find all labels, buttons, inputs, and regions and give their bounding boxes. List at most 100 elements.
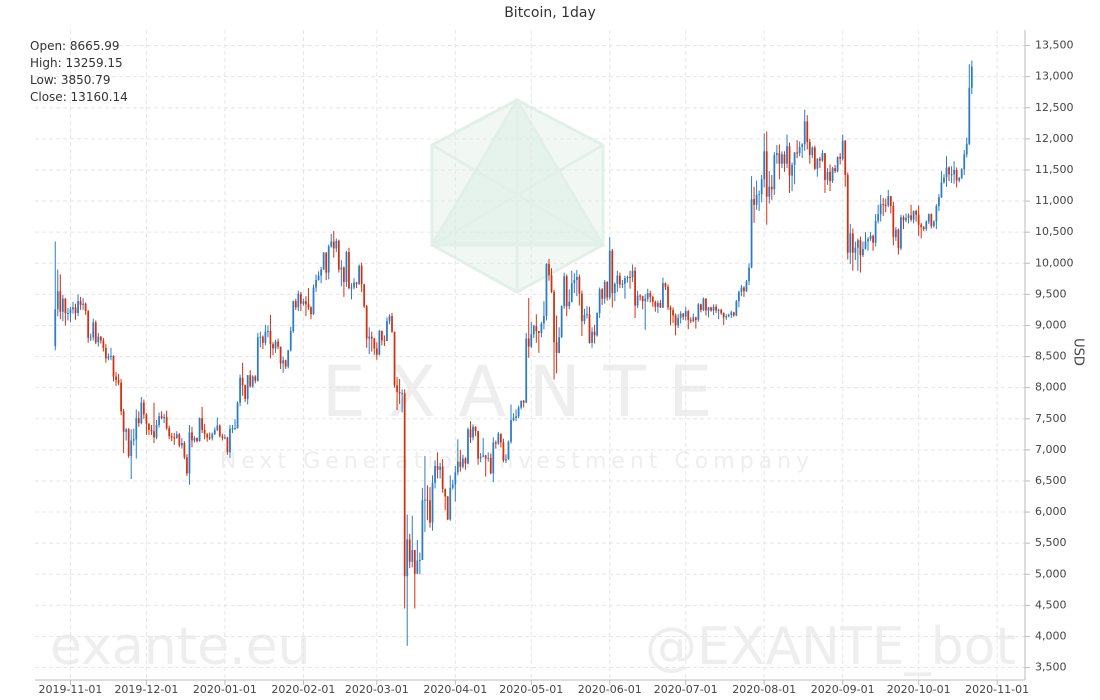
candle-body bbox=[279, 346, 282, 364]
candle-body bbox=[887, 196, 890, 206]
candle-body bbox=[831, 168, 834, 182]
candle-body bbox=[540, 323, 543, 333]
x-tick-label: 2020-04-01 bbox=[423, 683, 487, 696]
candle-body bbox=[606, 281, 609, 298]
candle-body bbox=[738, 291, 740, 302]
candle-body bbox=[416, 560, 419, 574]
candle-body bbox=[315, 280, 317, 288]
candle-body bbox=[87, 311, 90, 338]
candle-body bbox=[581, 293, 583, 322]
candle-body bbox=[862, 248, 864, 256]
candle-body bbox=[532, 326, 535, 335]
candle-body bbox=[907, 215, 910, 218]
candle-body bbox=[525, 338, 528, 403]
candle-body bbox=[175, 434, 178, 439]
candle-body bbox=[401, 393, 404, 395]
candle-body bbox=[677, 317, 680, 326]
candle-body bbox=[930, 214, 933, 226]
candle-body bbox=[196, 438, 198, 442]
candle-body bbox=[72, 307, 74, 310]
x-tick-label: 2020-10-01 bbox=[887, 683, 951, 696]
candle-body bbox=[451, 484, 454, 488]
candle-body bbox=[849, 233, 852, 253]
candle-body bbox=[198, 418, 201, 442]
candle-body bbox=[231, 428, 234, 430]
candle-body bbox=[163, 416, 166, 419]
candle-body bbox=[269, 331, 272, 345]
candle-body bbox=[781, 154, 783, 164]
candle-body bbox=[363, 284, 366, 307]
x-tick-label: 2020-03-01 bbox=[345, 683, 409, 696]
candle-body bbox=[813, 147, 816, 169]
summary-open: Open: 8665.99 bbox=[30, 39, 120, 53]
y-tick-label: 6,000 bbox=[1035, 505, 1067, 518]
x-tick-label: 2019-11-01 bbox=[38, 683, 102, 696]
candle-body bbox=[59, 291, 62, 312]
candle-body bbox=[398, 392, 401, 394]
candle-body bbox=[254, 376, 257, 381]
candle-body bbox=[801, 144, 804, 147]
candle-body bbox=[122, 411, 125, 432]
candle-body bbox=[234, 428, 236, 430]
candle-body bbox=[945, 167, 948, 178]
candle-body bbox=[641, 296, 644, 302]
candle-body bbox=[872, 235, 874, 243]
watermark-logo bbox=[429, 97, 606, 294]
candle-body bbox=[915, 211, 918, 215]
candle-body bbox=[662, 283, 664, 308]
candle-body bbox=[925, 221, 928, 230]
candle-body bbox=[160, 416, 163, 419]
candle-body bbox=[700, 304, 702, 310]
y-tick-label: 10,500 bbox=[1035, 225, 1074, 238]
candle-body bbox=[603, 281, 606, 299]
candle-body bbox=[669, 307, 672, 310]
candle-body bbox=[806, 121, 809, 142]
candle-body bbox=[284, 360, 287, 367]
candle-body bbox=[145, 414, 148, 424]
candle-body bbox=[697, 304, 700, 320]
watermark-site: exante.eu bbox=[50, 617, 311, 677]
candle-body bbox=[102, 340, 105, 348]
candle-body bbox=[517, 407, 520, 417]
candle-body bbox=[201, 418, 203, 430]
candle-body bbox=[591, 331, 593, 343]
candle-body bbox=[92, 322, 95, 338]
candle-body bbox=[664, 283, 667, 287]
candle-body bbox=[768, 186, 771, 197]
candle-body bbox=[667, 286, 669, 308]
candle-body bbox=[370, 336, 373, 339]
candle-body bbox=[244, 385, 247, 399]
candle-body bbox=[462, 458, 464, 467]
candle-body bbox=[783, 154, 786, 164]
candle-body bbox=[426, 499, 429, 501]
candle-body bbox=[535, 326, 538, 332]
candle-body bbox=[274, 341, 277, 349]
candle-body bbox=[299, 293, 302, 304]
candle-body bbox=[922, 227, 925, 230]
candle-body bbox=[859, 240, 862, 256]
candle-body bbox=[629, 276, 631, 278]
candle-body bbox=[636, 295, 639, 306]
candle-body bbox=[332, 241, 335, 249]
candle-body bbox=[963, 154, 966, 170]
candle-body bbox=[750, 199, 753, 268]
candle-body bbox=[626, 276, 629, 279]
candle-body bbox=[616, 275, 619, 284]
candle-body bbox=[77, 301, 79, 314]
candle-body bbox=[191, 432, 193, 441]
candle-body bbox=[446, 496, 449, 520]
candle-body bbox=[56, 291, 59, 310]
candle-body bbox=[335, 240, 338, 249]
candle-body bbox=[267, 331, 269, 333]
candle-body bbox=[705, 298, 707, 311]
candle-body bbox=[388, 316, 391, 322]
candle-body bbox=[292, 301, 295, 332]
candle-body bbox=[550, 275, 553, 292]
candle-body bbox=[264, 331, 267, 343]
candle-body bbox=[692, 317, 695, 322]
candle-body bbox=[621, 283, 624, 285]
candle-body bbox=[948, 167, 950, 175]
candle-body bbox=[867, 238, 869, 242]
candle-body bbox=[834, 168, 836, 172]
candle-body bbox=[251, 376, 254, 387]
